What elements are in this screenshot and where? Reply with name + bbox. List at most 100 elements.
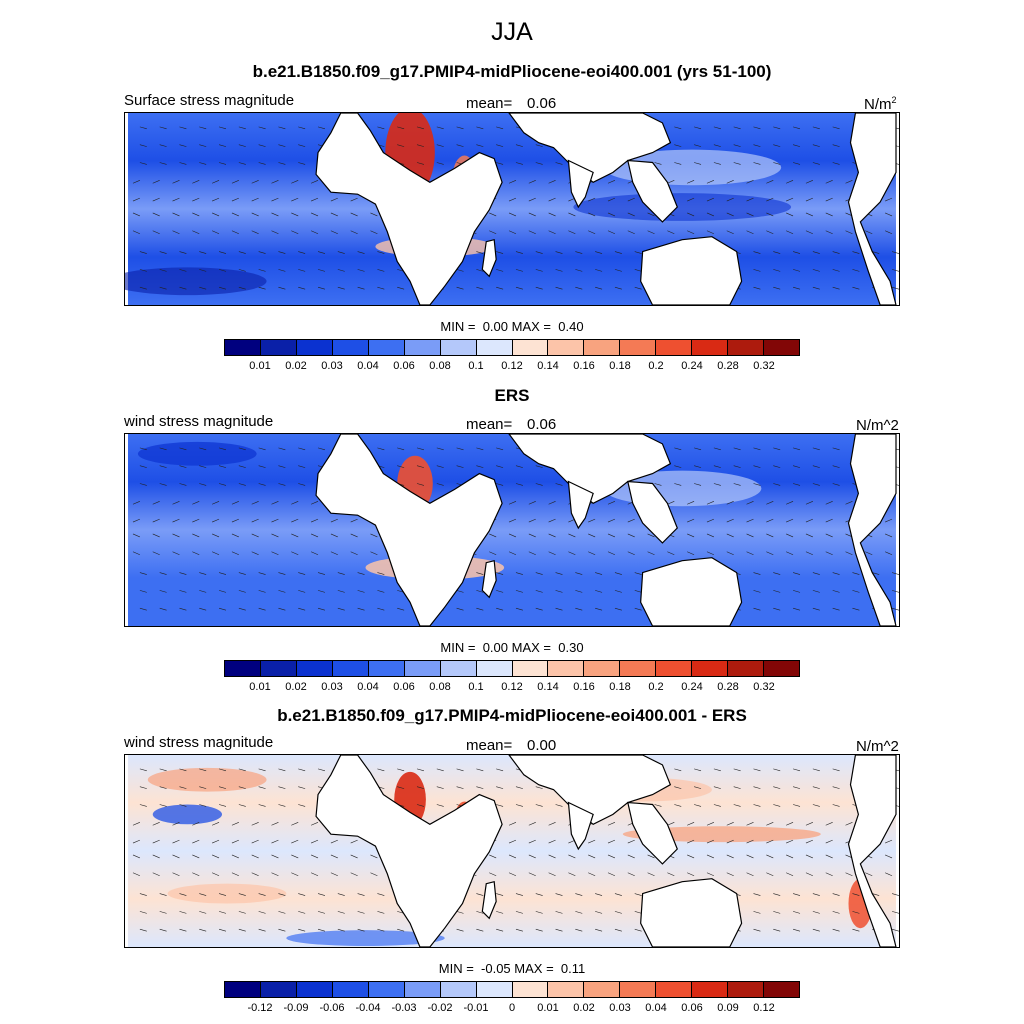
wind-vector (357, 590, 365, 593)
wind-vector (595, 269, 603, 272)
wind-vector (773, 572, 781, 575)
wind-vector (832, 465, 840, 468)
wind-vector (694, 447, 702, 451)
wind-vector (746, 197, 754, 202)
wind-vector (476, 286, 484, 290)
wind-vector (812, 607, 820, 611)
wind-vector (694, 162, 702, 165)
wind-vector (845, 180, 853, 184)
wind-vector (218, 465, 227, 468)
wind-vector (159, 893, 167, 896)
wind-vector (291, 822, 299, 826)
wind-vector (766, 197, 774, 202)
wind-vector (766, 839, 774, 844)
colorbar-tick-label: 0.01 (249, 681, 271, 693)
wind-vector (218, 786, 227, 789)
wind-vector (271, 501, 279, 505)
wind-vector (476, 893, 484, 896)
wind-vector (496, 465, 504, 468)
wind-vector (726, 822, 734, 826)
wind-vector (192, 854, 200, 859)
wind-vector (792, 928, 801, 932)
wind-vector (627, 854, 635, 859)
wind-vector (291, 533, 299, 538)
wind-vector (614, 590, 622, 593)
wind-vector (792, 162, 801, 165)
wind-vector (317, 269, 326, 272)
wind-vector (792, 465, 801, 468)
wind-vector (291, 551, 299, 556)
colorbar-swatch (476, 982, 513, 997)
wind-vector (476, 928, 484, 932)
wind-vector (251, 533, 259, 538)
wind-vector (528, 839, 536, 844)
ocean-field (128, 434, 896, 626)
wind-vector (773, 162, 781, 165)
wind-vector (298, 928, 306, 932)
wind-vector (456, 911, 464, 914)
wind-vector (337, 572, 345, 575)
wind-vector (139, 483, 147, 486)
wind-vector (733, 162, 741, 165)
wind-vector (746, 212, 754, 217)
wind-vector (278, 465, 286, 468)
wind-vector (852, 911, 860, 914)
wind-vector (891, 269, 899, 272)
wind-vector (231, 839, 239, 844)
wind-vector (713, 465, 721, 468)
panel-2-mean-value: 0.06 (527, 416, 557, 433)
wind-vector (832, 911, 840, 914)
wind-vector (674, 786, 682, 789)
wind-vector (436, 483, 444, 486)
wind-vector (832, 893, 840, 896)
wind-vector (595, 607, 603, 611)
wind-vector (199, 162, 207, 165)
wind-vector (496, 162, 504, 165)
wind-vector (548, 839, 556, 844)
wind-vector (694, 804, 702, 807)
wind-vector (416, 465, 424, 468)
wind-vector (647, 230, 655, 235)
wind-vector (726, 180, 734, 184)
colorbar-tick-label: 0.03 (321, 681, 343, 693)
wind-vector (278, 126, 286, 130)
colorbar-tick-label: 0.12 (753, 1002, 775, 1014)
wind-vector (172, 872, 180, 877)
wind-vector (746, 551, 754, 556)
wind-vector (258, 251, 266, 254)
wind-vector (555, 804, 563, 807)
wind-vector (792, 144, 801, 147)
wind-vector (251, 551, 259, 556)
wind-vector (528, 501, 536, 505)
wind-vector (508, 551, 517, 556)
wind-vector (139, 144, 147, 147)
wind-vector (773, 607, 781, 611)
wind-vector (159, 768, 167, 772)
wind-vector (179, 607, 187, 611)
stress-anomaly-patch (573, 193, 792, 221)
wind-vector (508, 839, 517, 844)
wind-vector (812, 928, 820, 932)
wind-vector (238, 590, 246, 593)
wind-vector (258, 786, 266, 789)
wind-vector (706, 872, 715, 877)
wind-vector (805, 551, 813, 556)
colorbar-tick-label: 0.2 (648, 360, 664, 372)
wind-vector (528, 180, 536, 184)
wind-vector (555, 590, 563, 593)
wind-vector (218, 269, 227, 272)
wind-vector (159, 928, 167, 932)
continent-outline (481, 559, 497, 599)
colorbar-swatch (404, 982, 441, 997)
wind-vector (397, 607, 405, 611)
continent-outline (567, 480, 594, 530)
wind-vector (832, 928, 840, 932)
colorbar-tick-label: 0.04 (645, 1002, 667, 1014)
wind-vector (278, 162, 286, 165)
wind-vector (891, 893, 899, 896)
wind-vector (350, 230, 358, 235)
wind-vector (337, 911, 345, 914)
wind-vector (607, 212, 616, 217)
wind-vector (852, 572, 860, 575)
wind-vector (278, 768, 286, 772)
